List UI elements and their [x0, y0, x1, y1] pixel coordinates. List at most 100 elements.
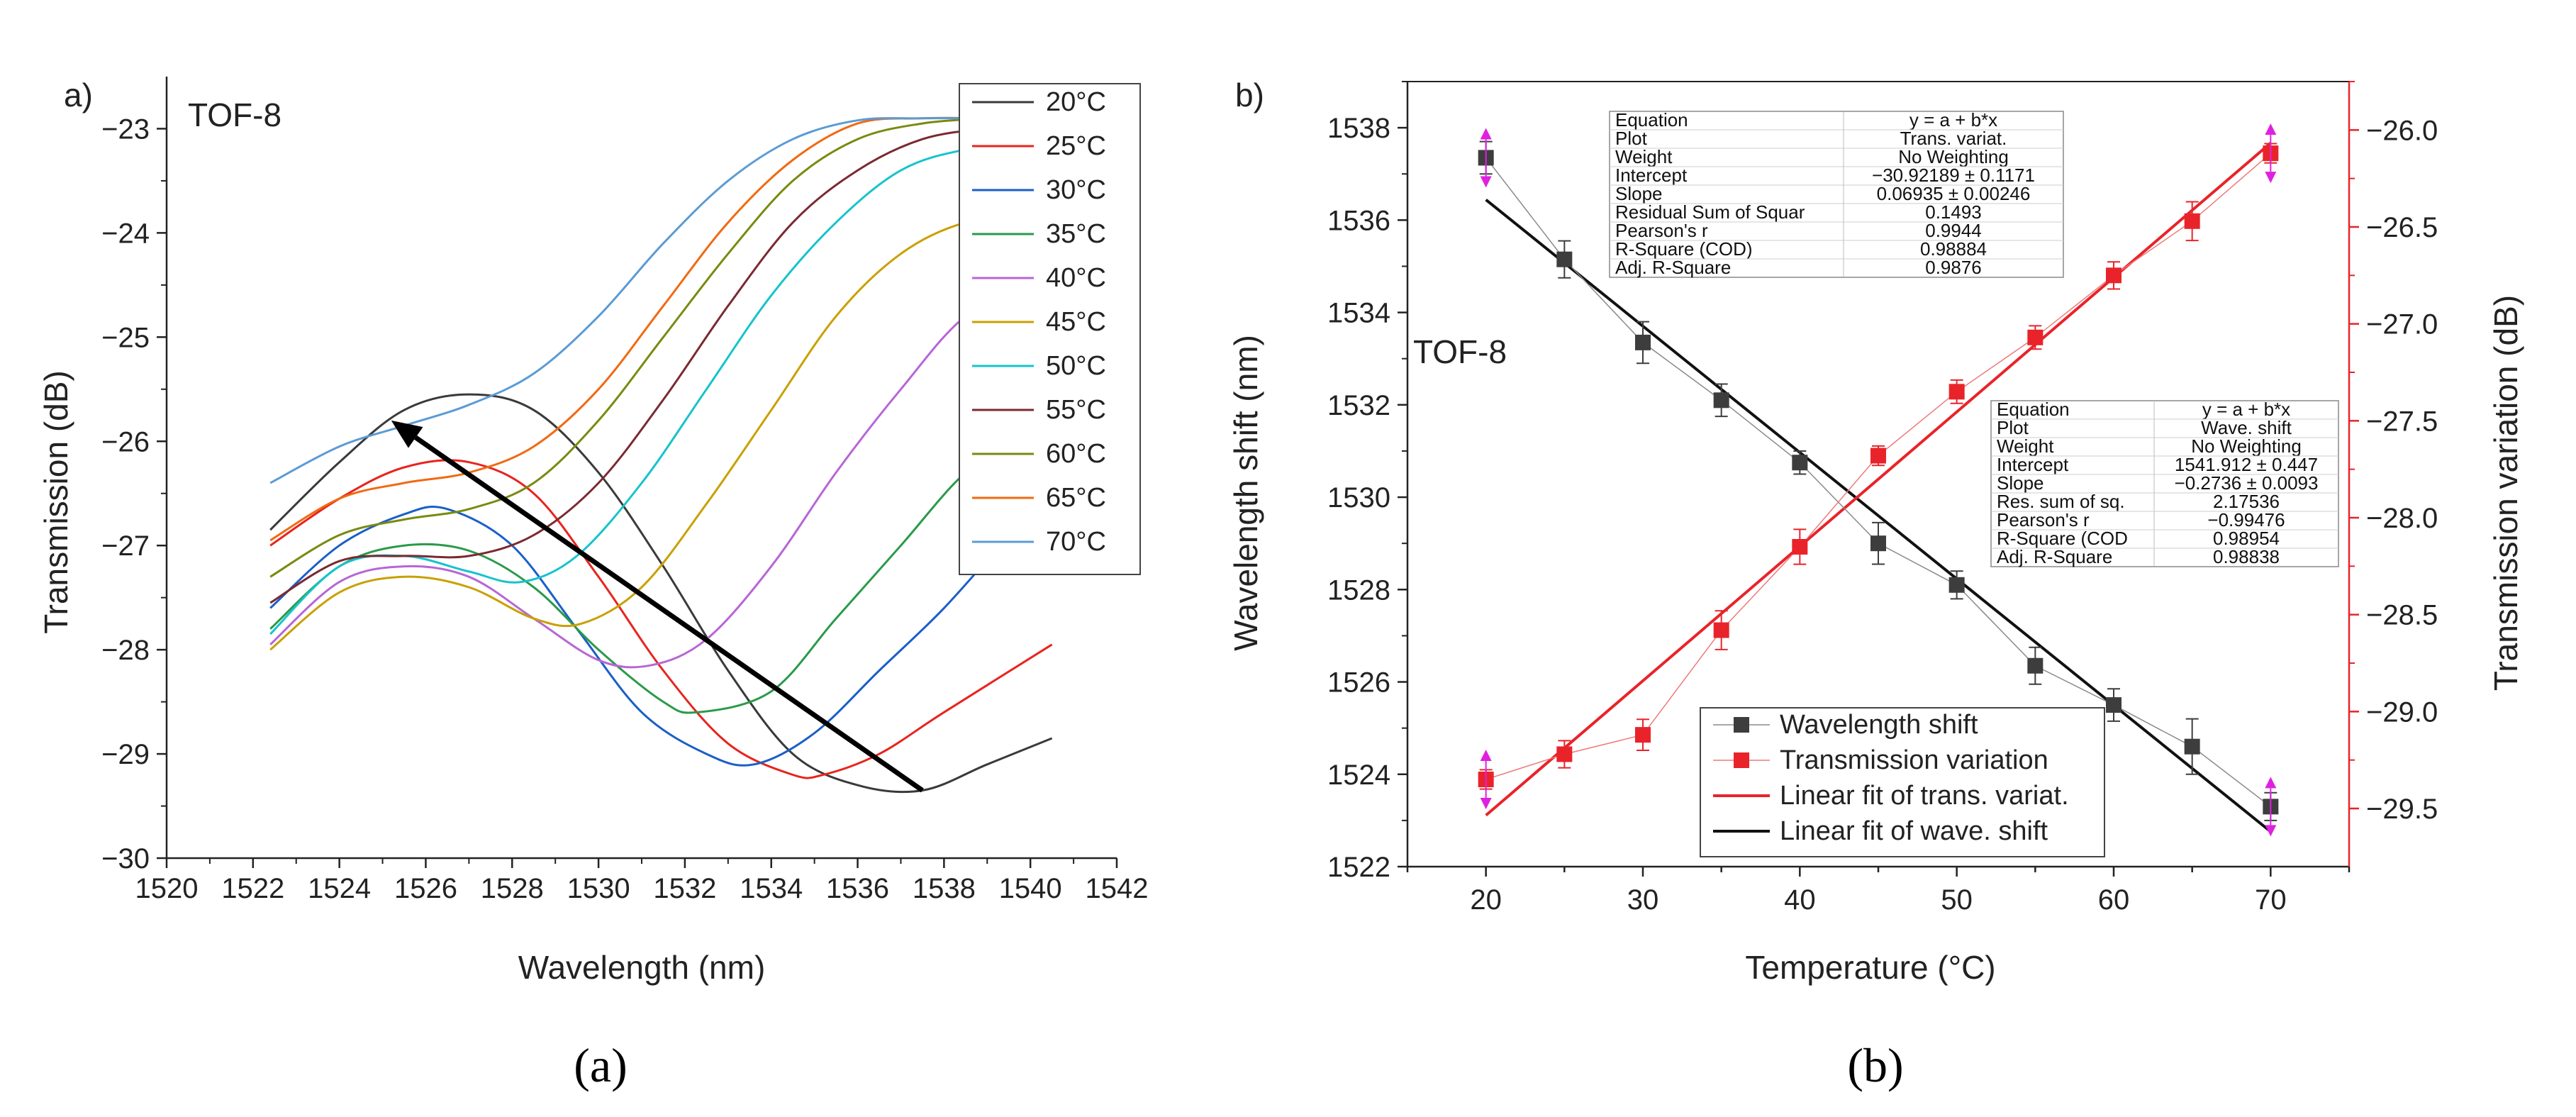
fit-table-wave-key: Res. sum of sq. [1997, 491, 2125, 512]
fit-table-wave-key: Adj. R-Square [1997, 546, 2112, 567]
legend-label: 40°C [1046, 263, 1106, 293]
legend-swatch-marker [1734, 752, 1749, 768]
series-line-35c [269, 430, 1032, 714]
legend-label: Linear fit of trans. variat. [1780, 781, 2069, 811]
fit-table-trans-key: Adj. R-Square [1615, 257, 1731, 278]
panel-b-y2-tick-label: −27.5 [2366, 406, 2438, 437]
range-marker-down [2265, 825, 2277, 837]
legend-label: 55°C [1046, 395, 1106, 425]
panel-b-y-tick-label: 1530 [1327, 482, 1390, 513]
panel-b-y2-tick-label: −29.5 [2366, 794, 2438, 825]
fit-table-wave-key: Weight [1997, 435, 2054, 457]
panel-b-y-tick-label: 1536 [1327, 205, 1390, 236]
wavelength-shift-point [2027, 657, 2043, 674]
fit-table-wave-key: Slope [1997, 472, 2044, 494]
fit-table-wave-key: Plot [1997, 417, 2029, 438]
fit-table-wave-value: −0.99476 [2207, 509, 2285, 530]
series-line-20c [269, 393, 1053, 794]
panel-b-x-tick-label: 30 [1627, 884, 1659, 916]
panel-a-x-tick-label: 1532 [653, 873, 716, 904]
fit-table-wave-value: No Weighting [2191, 435, 2302, 457]
fit-table-trans-value: No Weighting [1898, 146, 2009, 167]
fit-table-wave-value: 0.98954 [2213, 528, 2280, 549]
series-line-45c [269, 216, 1031, 651]
wavelength-shift-point [2184, 738, 2200, 755]
fit-table-trans-value: 0.9876 [1925, 257, 1982, 278]
panel-a-y-tick-label: −30 [101, 843, 150, 874]
legend-label: 25°C [1046, 131, 1106, 161]
panel-b-y-tick-label: 1524 [1327, 760, 1390, 791]
range-marker-up [1480, 128, 1492, 140]
legend-label: 70°C [1046, 527, 1106, 557]
panel-a-x-tick-label: 1522 [221, 873, 284, 904]
legend-label: 50°C [1046, 351, 1106, 381]
fit-table-trans-key: Weight [1615, 146, 1673, 167]
series-line-65c [269, 116, 988, 542]
transmission-variation-point [1948, 384, 1965, 400]
panel-b-y-tick-label: 1532 [1327, 390, 1390, 421]
panel-b-x-tick-label: 60 [2098, 884, 2130, 916]
wavelength-shift-point [1948, 577, 1965, 593]
panel-b-y2-tick-label: −29.0 [2366, 696, 2438, 728]
fit-table-trans-key: Equation [1615, 109, 1688, 130]
fit-table-trans-value: y = a + b*x [1909, 109, 1997, 130]
fit-table-trans-key: Residual Sum of Squar [1615, 201, 1805, 223]
transmission-variation-point [2027, 329, 2043, 345]
panel-a-y-tick-label: −24 [101, 218, 150, 249]
panel-a-caption: (a) [574, 1038, 627, 1092]
transmission-variation-point [1556, 746, 1573, 762]
legend-label: 65°C [1046, 483, 1106, 513]
panel-b-y2-tick-label: −28.0 [2366, 503, 2438, 534]
panel-a-y-tick-label: −27 [101, 530, 150, 562]
panel-a-y-tick-label: −29 [101, 739, 150, 770]
series-line-60c [269, 117, 988, 578]
series-line-trans-fit [1485, 142, 2272, 817]
fit-table-trans-key: Plot [1615, 128, 1648, 149]
panel-a-y-tick-label: −26 [101, 426, 150, 457]
fit-table-wave-value: 1541.912 ± 0.447 [2175, 454, 2318, 475]
transmission-variation-point [1870, 448, 1886, 464]
panel-b-y-tick-label: 1522 [1327, 852, 1390, 883]
panel-b-y2-tick-label: −28.5 [2366, 600, 2438, 631]
fit-table-wave-key: Equation [1997, 399, 2070, 420]
panel-b-y-tick-label: 1538 [1327, 113, 1390, 144]
panel-a-arrow-head [391, 420, 423, 448]
legend-swatch-marker [1734, 717, 1749, 733]
panel-b-caption: (b) [1847, 1038, 1903, 1092]
panel-b-x-tick-label: 50 [1941, 884, 1973, 916]
fit-table-trans-key: Intercept [1615, 165, 1688, 186]
panel-a-arrow-shaft [414, 435, 924, 793]
series-line-wave-fit [1485, 199, 2272, 833]
fit-table-wave-value: y = a + b*x [2202, 399, 2290, 420]
fit-table-trans-key: Pearson's r [1615, 220, 1708, 241]
panel-a-x-tick-label: 1524 [308, 873, 371, 904]
fit-table-trans-key: R-Square (COD) [1615, 238, 1753, 260]
series-line-50c [269, 143, 1031, 635]
panel-a-x-tick-label: 1520 [135, 873, 199, 904]
legend-label: Transmission variation [1780, 745, 2048, 775]
panel-a-x-tick-label: 1528 [481, 873, 544, 904]
panel-b-y-tick-label: 1528 [1327, 574, 1390, 606]
range-marker-up [2265, 777, 2277, 789]
panel-a-x-tick-label: 1534 [740, 873, 803, 904]
wavelength-shift-point [1635, 334, 1651, 350]
panel-b-x-tick-label: 20 [1470, 884, 1502, 916]
range-marker-up [1480, 750, 1492, 761]
panel-a-label: a) [64, 77, 93, 113]
panel-b-y2label: Transmission variation (dB) [2487, 295, 2524, 691]
fit-table-trans-value: 0.9944 [1925, 220, 1982, 241]
range-marker-down [2265, 172, 2277, 184]
legend-label: 20°C [1046, 87, 1106, 117]
legend-label: Linear fit of wave. shift [1780, 816, 2048, 846]
legend-label: 60°C [1046, 439, 1106, 469]
panel-a-x-tick-label: 1536 [826, 873, 889, 904]
fit-table-wave-key: Intercept [1997, 454, 2069, 475]
panel-b-y-tick-label: 1534 [1327, 298, 1390, 329]
panel-b-x-tick-label: 40 [1784, 884, 1816, 916]
range-marker-down [1480, 176, 1492, 188]
transmission-variation-point [1792, 539, 1808, 555]
fit-table-trans-value: 0.06935 ± 0.00246 [1877, 183, 2031, 204]
transmission-variation-point [1635, 727, 1651, 743]
range-marker-up [2265, 123, 2277, 135]
